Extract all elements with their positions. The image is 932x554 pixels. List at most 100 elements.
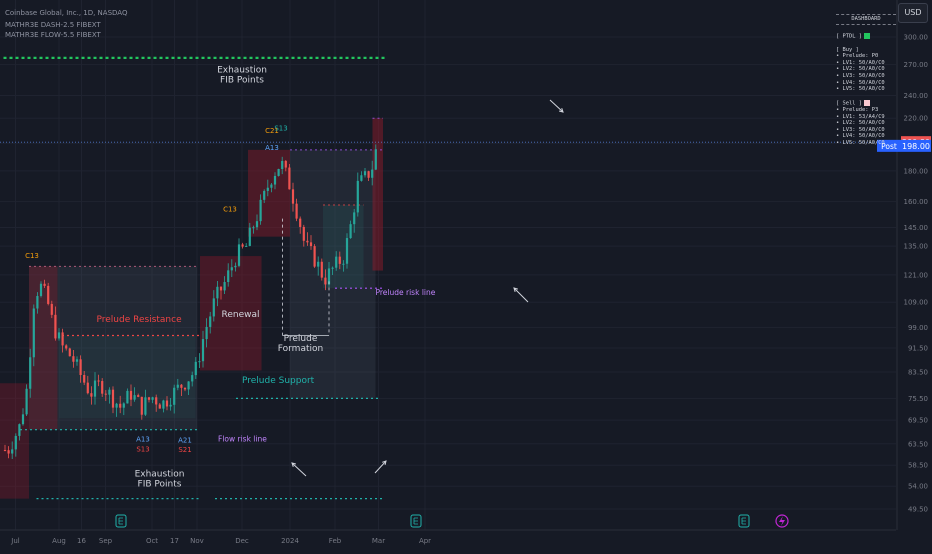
sell-status-icon <box>863 99 870 106</box>
candle-body <box>223 282 226 291</box>
candle-body <box>108 389 111 395</box>
candle-body <box>327 268 331 285</box>
candle-body <box>360 175 363 181</box>
candle-body <box>14 435 17 450</box>
buy-label: [ Buy ] <box>836 46 859 53</box>
candle-body <box>36 295 39 309</box>
time-axis: Jul Aug 16 Sep Oct 17 Nov Dec 2024 Feb Mar Apr <box>0 514 896 545</box>
candle-body <box>263 190 266 200</box>
price-tick-label: 240.00 <box>904 92 929 100</box>
buy-section: [ Buy ] • Prelude: P0 • LV1: 50/A0/C0 • … <box>836 47 896 93</box>
post-price-value: 198.00 <box>902 142 930 151</box>
candle-body <box>158 404 161 409</box>
candle-body <box>291 189 295 204</box>
annotation-arrow <box>513 287 529 303</box>
candle-body <box>259 199 262 222</box>
candle-body <box>187 381 190 390</box>
price-tags: 200.80Post198.00 <box>877 136 931 152</box>
annotation-label-line2: FIB Points <box>220 75 264 85</box>
sell-label: [ Sell ] <box>836 100 862 107</box>
price-tick-label: 91.50 <box>908 345 928 353</box>
candle-body <box>198 361 201 363</box>
candle-body <box>338 256 341 264</box>
dividend-split-icon[interactable] <box>775 514 789 528</box>
annotation-label: Prelude Resistance <box>97 315 183 325</box>
post-label-tag <box>877 139 901 152</box>
candle-body <box>349 224 352 239</box>
annotation-label: Prelude risk line <box>376 288 436 297</box>
annotation-label: Exhaustion <box>135 470 185 480</box>
earnings-icon[interactable] <box>738 514 750 528</box>
candle-body <box>255 221 259 228</box>
time-tick-label: Dec <box>235 537 249 545</box>
candle-body <box>241 244 244 247</box>
candle-body <box>165 400 169 407</box>
sell-line: • LV4: 50/A0/C0 <box>836 133 885 140</box>
candle-body <box>313 246 316 267</box>
candle-body <box>29 357 32 389</box>
price-tick-label: 54.00 <box>908 483 928 491</box>
candle-body <box>72 356 75 362</box>
earnings-icon[interactable] <box>115 514 127 528</box>
price-tick-label: 121.00 <box>904 271 929 279</box>
annotation-label: Prelude <box>284 334 318 344</box>
candle-body <box>126 390 129 404</box>
candle-body <box>54 314 57 339</box>
candle-body <box>65 345 68 349</box>
arrow-head <box>382 460 387 466</box>
price-tick-label: 300.00 <box>904 34 929 42</box>
currency-button[interactable]: USD <box>898 3 928 23</box>
annotation-label: Prelude Support <box>242 376 315 386</box>
count-label: C21 <box>265 127 279 135</box>
candle-body <box>209 316 212 327</box>
buy-line: • LV2: 50/A0/C0 <box>836 66 885 73</box>
symbol-title: Coinbase Global, Inc., 1D, NASDAQ <box>5 9 128 17</box>
candle-body <box>147 397 151 400</box>
price-tick-label: 69.50 <box>908 417 928 425</box>
sell-line: • Prelude: P3 <box>836 106 879 113</box>
sell-line: • LV1: 53/A4/C9 <box>836 113 885 120</box>
candle-body <box>345 238 349 264</box>
time-tick-label: Sep <box>99 537 113 545</box>
sell-line: • LV3: 50/A0/C0 <box>836 126 885 133</box>
price-tick-label: 180.00 <box>904 167 929 175</box>
indicator-label-flow: MATHR3E FLOW-5.5 FIBEXT <box>5 31 101 39</box>
price-tick-label: 83.50 <box>908 369 928 377</box>
candle-body <box>173 387 176 405</box>
candle-body <box>180 384 183 388</box>
candle-body <box>284 160 287 168</box>
ptdl-label: [ PTDL ] <box>836 33 862 40</box>
candle-body <box>234 265 237 268</box>
earnings-icon-frame <box>115 514 127 528</box>
grid-lines <box>0 0 896 530</box>
candle-body <box>137 395 140 397</box>
indicator-zones <box>0 118 383 499</box>
candle-body <box>122 403 125 408</box>
ptdl-row: [ PTDL ] <box>836 32 896 40</box>
sell-line: • LV5: 50/A0/C0 <box>836 139 885 146</box>
candle-body <box>155 397 158 405</box>
price-tick-label: 220.00 <box>904 115 929 123</box>
sell-zone <box>372 118 383 271</box>
candle-body <box>83 375 86 383</box>
candle-body <box>324 277 327 285</box>
earnings-icon[interactable] <box>410 514 422 528</box>
annotation-label: Exhaustion <box>217 65 267 75</box>
candle-body <box>299 218 302 227</box>
candle-body <box>57 332 61 339</box>
annotation-label: Flow risk line <box>218 435 267 444</box>
count-label: A21 <box>178 437 192 445</box>
earnings-icon-frame <box>738 514 750 528</box>
time-tick-label: Aug <box>52 537 66 545</box>
price-axis-background <box>897 0 932 550</box>
candle-body <box>50 303 53 315</box>
price-tick-label: 58.50 <box>908 462 928 470</box>
arrow-shaft <box>513 287 529 303</box>
candle-body <box>356 180 359 213</box>
time-tick-label: Oct <box>146 537 158 545</box>
candle-body <box>104 393 107 395</box>
candle-body <box>342 263 345 265</box>
